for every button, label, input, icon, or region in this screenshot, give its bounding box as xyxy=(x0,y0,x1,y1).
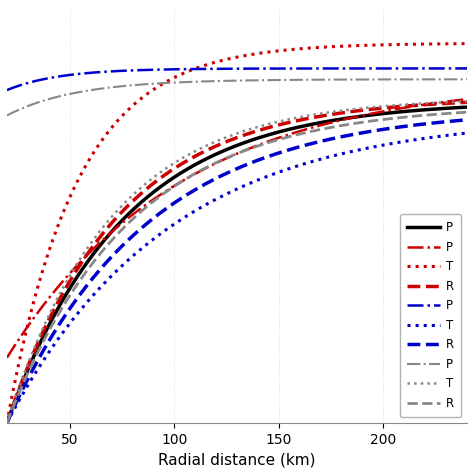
X-axis label: Radial distance (km): Radial distance (km) xyxy=(158,452,316,467)
Legend: P, P, T, R, P, T, R, P, T, R: P, P, T, R, P, T, R, P, T, R xyxy=(400,214,461,417)
